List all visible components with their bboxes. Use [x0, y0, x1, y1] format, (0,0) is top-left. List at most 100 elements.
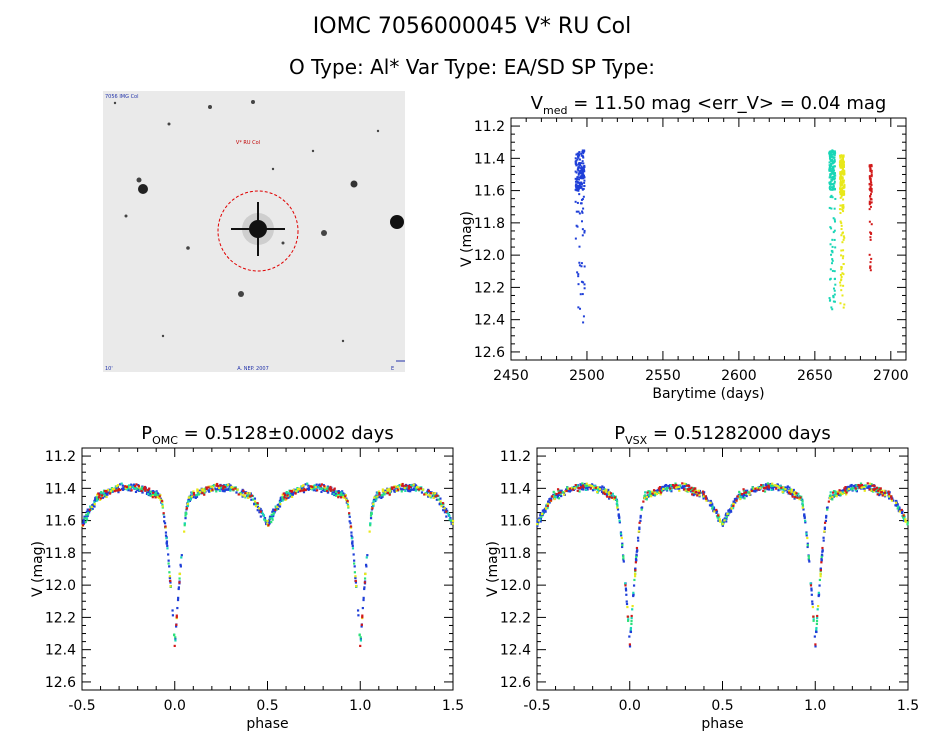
data-point	[634, 567, 637, 570]
data-point	[292, 491, 295, 494]
data-point	[383, 493, 386, 496]
data-point	[277, 507, 280, 510]
data-point	[869, 269, 872, 272]
data-point	[291, 493, 295, 496]
data-point	[211, 488, 214, 491]
data-point	[200, 488, 203, 491]
data-point	[833, 207, 836, 210]
data-point	[709, 499, 712, 503]
data-point	[839, 179, 842, 182]
data-point	[577, 486, 580, 490]
data-point	[189, 498, 192, 501]
data-point	[576, 152, 579, 155]
data-point	[409, 485, 412, 489]
data-point	[580, 152, 583, 155]
data-point	[831, 258, 834, 261]
data-point	[776, 485, 779, 488]
data-point	[579, 164, 582, 167]
data-point	[830, 164, 833, 167]
data-point	[361, 614, 364, 617]
data-point	[583, 483, 586, 487]
data-point	[412, 487, 416, 490]
data-point	[847, 487, 850, 491]
data-point	[344, 495, 347, 498]
data-point	[815, 619, 819, 623]
data-point	[357, 614, 360, 617]
finder-bottom-left-label: 10'	[105, 366, 113, 372]
data-point	[820, 559, 823, 562]
data-point	[583, 181, 586, 184]
y-tick-label: 12.0	[474, 248, 505, 264]
data-point	[556, 488, 560, 491]
data-point	[345, 498, 348, 501]
data-point	[713, 508, 716, 511]
data-point	[843, 190, 846, 193]
data-point	[254, 502, 257, 505]
data-point	[713, 510, 716, 513]
data-point	[890, 499, 894, 502]
data-point	[841, 157, 844, 160]
star	[321, 230, 327, 236]
data-point	[863, 485, 866, 489]
data-point	[866, 482, 869, 485]
data-point	[566, 486, 569, 489]
data-point	[358, 633, 361, 636]
data-point	[583, 176, 586, 179]
data-point	[198, 491, 202, 494]
data-point	[730, 510, 733, 513]
data-point	[730, 507, 733, 510]
data-point	[844, 486, 847, 489]
star	[186, 246, 190, 250]
data-point	[662, 487, 665, 491]
y-tick-label: 12.6	[500, 675, 531, 691]
data-point	[845, 491, 848, 494]
data-point	[679, 484, 682, 487]
data-point	[100, 494, 104, 497]
data-point	[163, 522, 167, 525]
data-point	[272, 514, 275, 518]
data-point	[580, 202, 583, 205]
data-point	[805, 534, 808, 537]
data-point	[402, 484, 405, 488]
data-point	[443, 507, 446, 510]
data-point	[82, 521, 85, 524]
data-point	[583, 283, 586, 286]
data-point	[576, 168, 579, 171]
data-point	[103, 494, 106, 497]
data-point	[303, 487, 306, 491]
data-point	[869, 489, 873, 492]
data-point	[352, 553, 355, 556]
data-point	[828, 299, 831, 302]
data-point	[632, 594, 635, 598]
data-point	[828, 152, 831, 155]
data-point	[185, 506, 188, 509]
data-point	[376, 495, 379, 498]
data-point	[638, 527, 641, 531]
data-point	[351, 540, 354, 543]
data-point	[721, 521, 724, 524]
data-point	[93, 501, 96, 504]
data-point	[830, 186, 833, 189]
data-point	[578, 185, 581, 188]
data-point	[640, 508, 643, 511]
data-point	[636, 549, 639, 553]
data-point	[841, 204, 844, 207]
data-point	[201, 491, 204, 495]
data-point	[361, 606, 364, 610]
data-point	[734, 501, 737, 504]
data-point	[803, 513, 806, 516]
data-point	[840, 254, 843, 257]
data-point	[833, 150, 836, 153]
data-point	[372, 502, 375, 506]
data-point	[580, 182, 583, 185]
data-point	[412, 488, 416, 491]
data-point	[638, 521, 641, 524]
data-point	[830, 195, 833, 198]
data-point	[175, 614, 178, 617]
data-point	[740, 496, 743, 499]
data-point	[726, 512, 729, 516]
data-point	[764, 483, 768, 486]
star	[208, 105, 212, 109]
data-point	[83, 515, 86, 518]
data-point	[167, 559, 170, 562]
